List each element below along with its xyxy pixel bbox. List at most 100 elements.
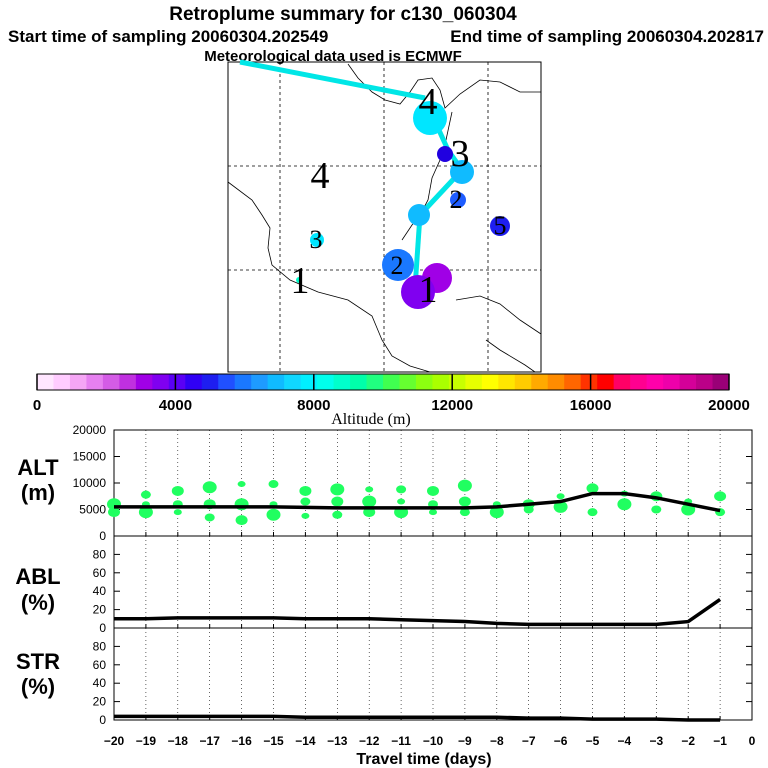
plume-marker (310, 233, 324, 247)
colorbar-tick-label: 8000 (297, 397, 330, 414)
retroplume-map: 4 3 1 4 3 2 2 1 5 (227, 59, 542, 373)
scatter-point (587, 508, 598, 517)
figure-title: Retroplume summary for c130_060304 (169, 4, 517, 25)
panel-abl: 0 20 40 60 80 ABL(%) (15, 535, 753, 635)
x-tick-label: −7 (522, 734, 536, 748)
colorbar-tick-label: 20000 (708, 397, 750, 414)
panel-label: ABL (15, 564, 60, 589)
scatter-point (266, 508, 281, 521)
colorbar-swatch (53, 374, 71, 390)
met-data-label: Meteorological data used is ECMWF (204, 48, 462, 65)
x-tick-label: −19 (136, 734, 157, 748)
x-axis-label: Travel time (days) (356, 751, 491, 768)
series-line (114, 491, 721, 513)
colorbar-swatch (119, 374, 137, 390)
colorbar-swatch (383, 374, 400, 390)
scatter-point (138, 506, 153, 519)
scatter-point (458, 496, 471, 507)
x-tick-label: −16 (231, 734, 252, 748)
y-tick-label: 80 (93, 639, 107, 653)
scatter-point (301, 512, 310, 519)
scatter-point (108, 507, 120, 518)
map-day-labels: 4 3 1 4 3 2 2 1 5 (291, 81, 507, 311)
colorbar-swatch (613, 374, 631, 390)
colorbar-swatch (564, 374, 582, 390)
panel-frame (113, 627, 753, 721)
scatter-point (553, 500, 568, 513)
map-label: 4 (419, 81, 438, 123)
colorbar-swatch (102, 374, 120, 390)
x-tick-label: −13 (327, 734, 348, 748)
scatter-point (459, 508, 470, 517)
y-tick-label: 0 (99, 713, 106, 727)
scatter-point (362, 495, 377, 508)
plume-marker (382, 249, 414, 281)
y-tick-label: 20 (93, 695, 107, 709)
colorbar-swatch (267, 374, 285, 390)
scatter-point (714, 491, 727, 502)
colorbar-swatch (69, 374, 87, 390)
map-plume-markers (296, 101, 510, 309)
scatter-point (300, 497, 311, 506)
y-tick-label: 80 (93, 547, 107, 561)
y-tick-label: 20 (93, 603, 107, 617)
colorbar-swatch (152, 374, 170, 390)
colorbar-swatch (415, 374, 433, 390)
y-tick-label: 0 (99, 621, 106, 635)
scatter-point (365, 486, 374, 493)
x-tick-label: −17 (200, 734, 221, 748)
scatter-point (427, 485, 439, 496)
y-tick-label: 20000 (73, 423, 107, 437)
colorbar-title: Altitude (m) (331, 411, 411, 428)
scatter-point (332, 510, 343, 519)
map-label: 3 (310, 225, 323, 254)
colorbar-swatch (498, 374, 516, 390)
colorbar-swatch (218, 374, 236, 390)
map-label: 2 (450, 185, 463, 214)
colorbar-swatch (432, 374, 450, 390)
end-time-label: End time of sampling 20060304.202817 (450, 27, 764, 46)
plume-marker (450, 160, 474, 184)
colorbar-swatch (630, 374, 648, 390)
map-label: 5 (494, 211, 507, 240)
series-line (114, 714, 721, 722)
scatter-point (489, 506, 504, 519)
map-label: 1 (291, 260, 310, 302)
colorbar-swatch (580, 374, 598, 390)
y-tick-label: 40 (93, 584, 107, 598)
x-tick-label: −11 (391, 734, 411, 748)
series-line (114, 598, 722, 627)
colorbar-swatch (531, 374, 549, 390)
scatter-point (397, 498, 406, 505)
colorbar-swatch (597, 374, 615, 390)
scatter-point (202, 481, 217, 494)
x-tick-label: −4 (618, 734, 632, 748)
x-tick-label: −18 (168, 734, 189, 748)
panel-alt: 0 5000 10000 15000 20000 ALT(m) (17, 423, 753, 543)
y-tick-label: 0 (99, 529, 106, 543)
colorbar-swatch (448, 374, 466, 390)
panel-label: STR (16, 649, 60, 674)
colorbar-tick-label: 4000 (159, 397, 192, 414)
scatter-point (457, 479, 472, 492)
x-tick-label: −9 (458, 734, 472, 748)
y-tick-label: 15000 (73, 450, 107, 464)
plume-marker (490, 216, 510, 236)
colorbar-swatch (646, 374, 664, 390)
scatter-point (204, 513, 215, 522)
scatter-point (651, 505, 662, 514)
colorbar-tick-label: 16000 (570, 397, 612, 414)
panel-unit: (%) (21, 590, 55, 615)
colorbar-swatch (547, 374, 565, 390)
x-tick-label: −5 (586, 734, 600, 748)
colorbar-swatch (168, 374, 186, 390)
map-label: 2 (391, 251, 404, 280)
scatter-point (429, 509, 437, 516)
colorbar-swatch (284, 374, 302, 390)
colorbar-swatch (234, 374, 252, 390)
x-tick-label: −12 (359, 734, 380, 748)
x-tick-label: −6 (554, 734, 568, 748)
colorbar-swatch (201, 374, 219, 390)
colorbar-tick-label: 0 (33, 397, 41, 414)
trajectory-segment (239, 59, 426, 101)
